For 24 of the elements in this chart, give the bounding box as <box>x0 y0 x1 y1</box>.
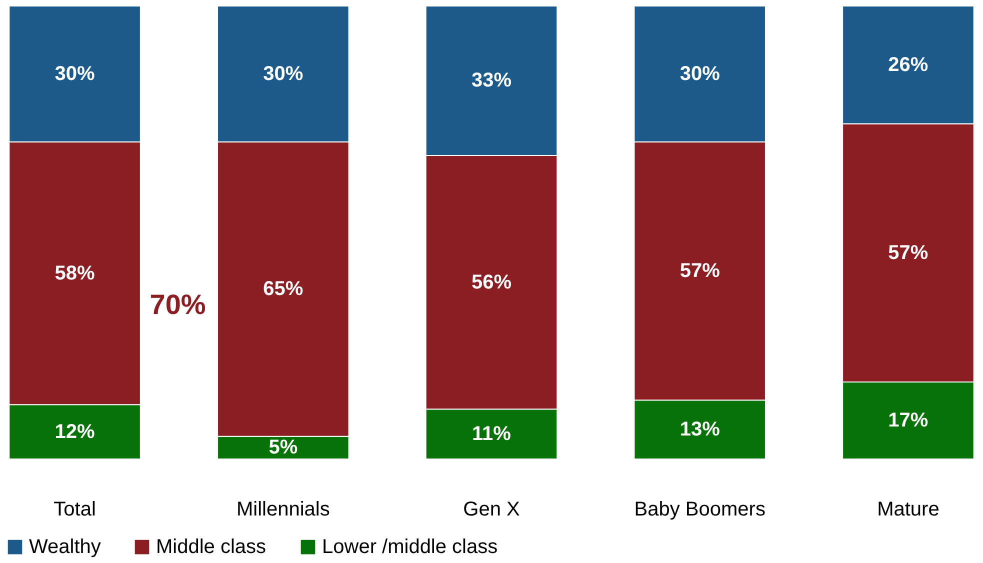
data-label: 13% <box>680 418 720 441</box>
data-label: 57% <box>888 242 928 264</box>
data-label: 57% <box>680 260 720 282</box>
legend-label: Wealthy <box>29 536 101 558</box>
data-label: 30% <box>680 62 720 85</box>
legend-label: Lower /middle class <box>322 536 498 558</box>
x-tick-label: Millennials <box>236 498 330 520</box>
data-label: 58% <box>54 262 96 284</box>
data-label: 56% <box>471 271 512 294</box>
x-tick-label: Baby Boomers <box>634 498 766 520</box>
data-label: 30% <box>263 62 304 85</box>
data-label: 12% <box>54 420 96 443</box>
x-tick-label: Mature <box>877 498 940 520</box>
data-label: 17% <box>888 409 928 432</box>
x-tick-label: Total <box>54 498 96 520</box>
data-label: 5% <box>268 436 298 459</box>
data-label: 33% <box>471 70 512 92</box>
annotation: 70% <box>150 289 206 320</box>
legend-label: Middle class <box>156 536 266 558</box>
data-label: 11% <box>472 423 512 446</box>
data-label: 30% <box>54 62 96 85</box>
data-label: 65% <box>263 278 304 300</box>
x-tick-label: Gen X <box>463 498 520 520</box>
data-label: 26% <box>888 54 928 76</box>
